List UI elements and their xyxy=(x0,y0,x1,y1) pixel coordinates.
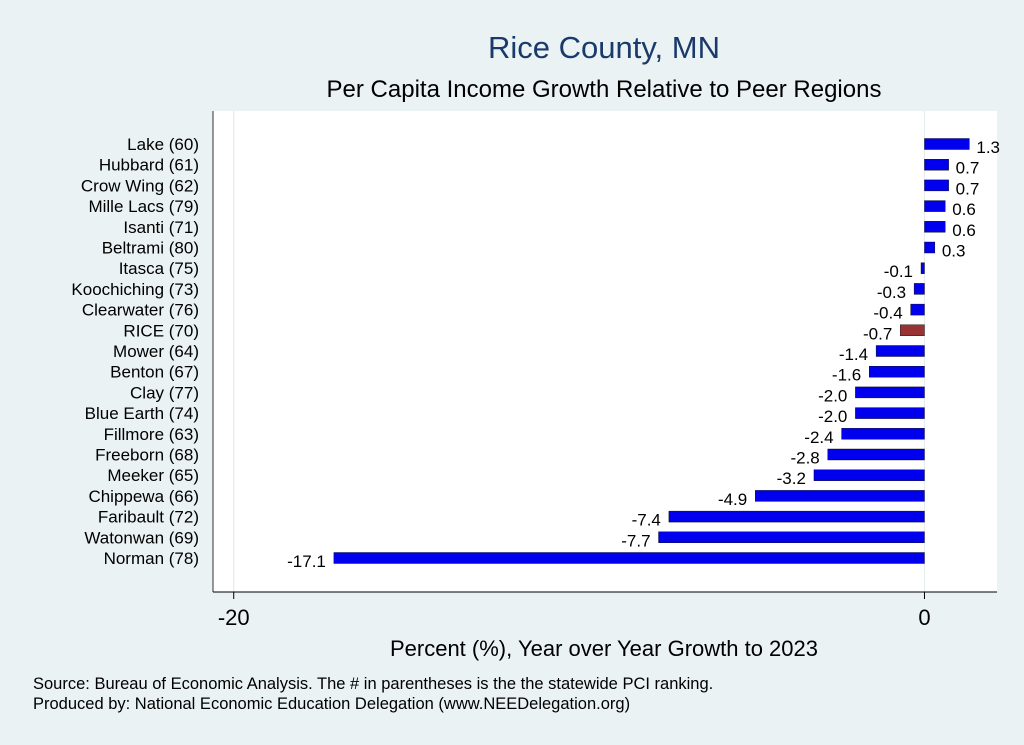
bar xyxy=(869,366,925,378)
footer-produced: Produced by: National Economic Education… xyxy=(33,695,630,713)
bar xyxy=(668,510,925,523)
category-label: Isanti (71) xyxy=(123,218,199,237)
category-label: Freeborn (68) xyxy=(95,446,199,465)
category-label: Chippewa (66) xyxy=(88,487,199,506)
bars xyxy=(333,138,970,564)
value-label: -1.4 xyxy=(839,345,868,364)
bar xyxy=(920,262,925,274)
value-label: -7.4 xyxy=(632,511,661,530)
x-tick-label: -20 xyxy=(218,605,250,630)
value-label: 0.3 xyxy=(942,242,966,261)
category-label: Koochiching (73) xyxy=(71,280,199,299)
value-label: -3.2 xyxy=(777,469,806,488)
bar xyxy=(841,428,925,440)
category-label: Fillmore (63) xyxy=(104,425,199,444)
category-label: Mower (64) xyxy=(113,342,199,361)
category-label: RICE (70) xyxy=(123,321,199,340)
bar xyxy=(855,407,925,419)
category-label: Clay (77) xyxy=(130,383,199,402)
bar xyxy=(755,490,925,502)
category-label: Mille Lacs (79) xyxy=(88,197,199,216)
bar-highlight xyxy=(900,324,925,336)
category-label: Crow Wing (62) xyxy=(81,176,199,195)
value-label: -2.0 xyxy=(818,407,847,426)
category-label: Benton (67) xyxy=(110,363,199,382)
bar xyxy=(910,303,925,316)
category-label: Watonwan (69) xyxy=(84,528,199,547)
x-axis-label: Percent (%), Year over Year Growth to 20… xyxy=(390,636,818,661)
value-labels: 1.3 0.70.7 0.6 0.6 0.3 -0.1 -0.3 -0.4-0.7 -1.4 -1… xyxy=(287,138,1000,571)
bar xyxy=(658,531,925,543)
value-label: -7.7 xyxy=(621,531,650,550)
value-label: 0.7 xyxy=(956,159,980,178)
chart-title: Rice County, MN xyxy=(488,30,720,65)
value-label: 0.6 xyxy=(952,221,976,240)
category-label: Faribault (72) xyxy=(98,508,199,527)
value-label: -2.4 xyxy=(804,428,833,447)
bar xyxy=(827,448,925,461)
bar xyxy=(924,138,970,150)
value-label: -2.0 xyxy=(818,386,847,405)
value-label: -1.6 xyxy=(832,366,861,385)
bar xyxy=(924,200,946,212)
bar xyxy=(924,158,949,171)
category-label: Blue Earth (74) xyxy=(85,404,199,423)
bar xyxy=(813,469,925,481)
bar xyxy=(875,345,925,357)
x-axis: -20 0 xyxy=(212,111,997,630)
value-label: -0.7 xyxy=(863,324,892,343)
value-label: -0.1 xyxy=(884,262,913,281)
bar xyxy=(924,221,946,233)
value-label: 0.7 xyxy=(956,179,980,198)
chart-subtitle: Per Capita Income Growth Relative to Pee… xyxy=(327,76,882,103)
category-label: Itasca (75) xyxy=(119,259,199,278)
category-label: Clearwater (76) xyxy=(82,301,199,320)
category-label: Meeker (65) xyxy=(107,466,199,485)
value-label: -4.9 xyxy=(718,490,747,509)
category-label: Lake (60) xyxy=(127,135,199,154)
value-label: -2.8 xyxy=(790,449,819,468)
bar xyxy=(913,283,925,295)
value-label: -17.1 xyxy=(287,552,326,571)
bar xyxy=(924,179,949,192)
bar xyxy=(924,241,936,254)
category-label: Norman (78) xyxy=(104,549,199,568)
category-label: Beltrami (80) xyxy=(102,239,199,258)
value-label: -0.4 xyxy=(873,304,902,323)
category-label: Hubbard (61) xyxy=(99,156,199,175)
value-label: -0.3 xyxy=(877,283,906,302)
value-label: 0.6 xyxy=(952,200,976,219)
x-tick-label: 0 xyxy=(918,605,930,630)
footer-source: Source: Bureau of Economic Analysis. The… xyxy=(33,675,713,693)
value-label: 1.3 xyxy=(976,138,1000,157)
bar xyxy=(333,552,925,564)
bar xyxy=(855,386,925,399)
category-labels: Lake (60) Hubbard (61)Crow Wing (62) Mille… xyxy=(71,135,199,568)
